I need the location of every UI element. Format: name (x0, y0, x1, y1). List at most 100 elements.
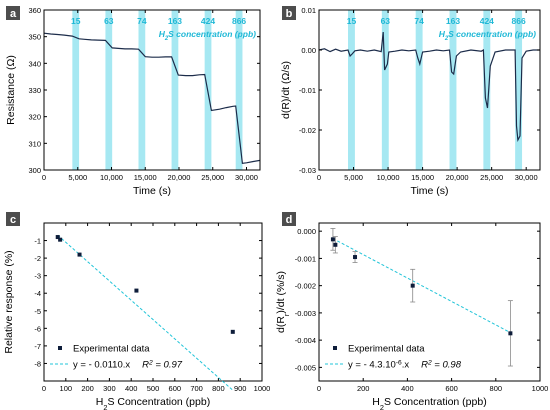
x-tick-label: 0 (317, 384, 321, 393)
data-point (55, 235, 60, 240)
exposure-label: 163 (446, 16, 460, 26)
y-tick-label: -1 (34, 237, 41, 246)
exposure-band (72, 10, 80, 170)
y-tick-label: 330 (28, 86, 41, 95)
y-tick-label: -4 (34, 289, 41, 298)
y-tick-label: -6 (34, 324, 41, 333)
x-tick-label: 1000 (254, 384, 271, 393)
exposure-label: 424 (480, 16, 494, 26)
x-axis-label-part: S Concentration (ppb) (107, 396, 210, 408)
y-tick-label: -8 (34, 359, 41, 368)
y-axis-label-part: Relative response (%) (3, 250, 15, 353)
x-tick-label: 900 (234, 384, 247, 393)
y-tick-label: -0.001 (295, 254, 316, 263)
y-tick-label: 310 (28, 139, 41, 148)
legend-label-fit-part: y = - 0.0110.x (73, 360, 130, 371)
annotation-part: S concentration (ppb) (448, 29, 536, 39)
x-tick-label: 500 (147, 384, 160, 393)
exposure-band (381, 10, 389, 170)
data-point (330, 237, 335, 242)
x-tick-label: 25,000 (480, 173, 503, 182)
x-tick-label: 800 (212, 384, 225, 393)
y-axis-label: d(R)/dt (Ω/s) (280, 61, 292, 119)
y-tick-label: -0.002 (295, 282, 316, 291)
legend-label-fit: y = - 0.0110.x (73, 360, 130, 371)
x-tick-label: 700 (190, 384, 203, 393)
y-tick-label: 0.000 (297, 227, 316, 236)
annotation-part: H (159, 29, 166, 39)
exposure-band (483, 10, 491, 170)
x-tick-label: 25,000 (201, 173, 224, 182)
x-tick-label: 0 (317, 173, 321, 182)
exposure-label: 15 (347, 16, 357, 26)
panel-letter-badge (282, 212, 296, 226)
legend-label-fit-part: -6 (396, 359, 402, 366)
legend-label-fit-part: .x (402, 360, 410, 371)
data-point (410, 283, 415, 288)
exposure-label: 866 (511, 16, 525, 26)
legend-label-fit-part: y = - 4.3.10 (348, 360, 396, 371)
exposure-label: 74 (414, 16, 424, 26)
exposure-label: 63 (381, 16, 391, 26)
data-point (58, 237, 63, 242)
legend-r2-part: 2 (427, 359, 432, 366)
series-line (318, 31, 540, 143)
x-tick-label: 200 (81, 384, 94, 393)
y-tick-label: -0.003 (295, 309, 316, 318)
x-axis-label: H2S Concentration (ppb) (96, 396, 210, 410)
annotation: H2S concentration (ppb) (159, 29, 256, 42)
exposure-label: 74 (137, 16, 147, 26)
annotation: H2S concentration (ppb) (439, 29, 536, 42)
y-tick-label: 0.01 (301, 6, 316, 15)
legend-label-data: Experimental data (73, 344, 150, 355)
x-tick-label: 1000 (532, 384, 549, 393)
legend-marker (58, 346, 62, 350)
annotation-part: S concentration (ppb) (168, 29, 256, 39)
y-tick-label: 360 (28, 6, 41, 15)
y-tick-label: 320 (28, 113, 41, 122)
data-point (333, 242, 338, 247)
exposure-label: 163 (168, 16, 182, 26)
panel-b: b 15 63 74 163 424 866 H2S concentration (ppb) 0… (280, 6, 541, 197)
x-axis-label-part: 2 (380, 403, 384, 410)
y-tick-label: 340 (28, 59, 41, 68)
annotation-part: 2 (164, 36, 169, 42)
exposure-band (171, 10, 179, 170)
y-tick-label: 300 (28, 166, 41, 175)
legend-r2-part: R (421, 360, 428, 371)
plot-frame (318, 222, 541, 382)
x-tick-label: 15,000 (134, 173, 157, 182)
legend-r2-part: = 0.98 (432, 360, 462, 371)
panel-letter: b (286, 8, 293, 20)
annotation-part: H (439, 29, 446, 39)
x-axis-label-part: 2 (103, 403, 107, 410)
y-tick-label: -0.03 (299, 166, 316, 175)
y-tick-label: -0.02 (299, 126, 316, 135)
y-tick-label: -3 (34, 272, 41, 281)
legend-marker (333, 346, 337, 350)
legend-r2-part: = 0.97 (153, 360, 183, 371)
x-tick-label: 0 (42, 173, 46, 182)
y-tick-label: -0.01 (299, 86, 316, 95)
panel-a: a 15 63 74 163 424 866 H2S concentration (ppb) 0… (5, 6, 261, 197)
y-axis-label: Relative response (%) (3, 250, 15, 353)
data-point (230, 329, 235, 334)
legend-r2-part: R (142, 360, 149, 371)
exposure-band (235, 10, 243, 170)
annotation-part: 2 (444, 36, 449, 42)
y-tick-label: -2 (34, 254, 41, 263)
data-point (508, 331, 513, 336)
x-tick-label: 100 (60, 384, 73, 393)
x-axis-label: Time (s) (133, 185, 171, 197)
exposure-band (105, 10, 113, 170)
x-tick-label: 30,000 (235, 173, 258, 182)
x-axis-label-part: S Concentration (ppb) (384, 396, 487, 408)
exposure-band (138, 10, 146, 170)
data-point (134, 288, 139, 293)
exposure-band (515, 10, 523, 170)
exposure-label: 424 (201, 16, 215, 26)
x-tick-label: 400 (125, 384, 138, 393)
x-tick-label: 0 (42, 384, 46, 393)
panel-letter: c (10, 214, 16, 226)
